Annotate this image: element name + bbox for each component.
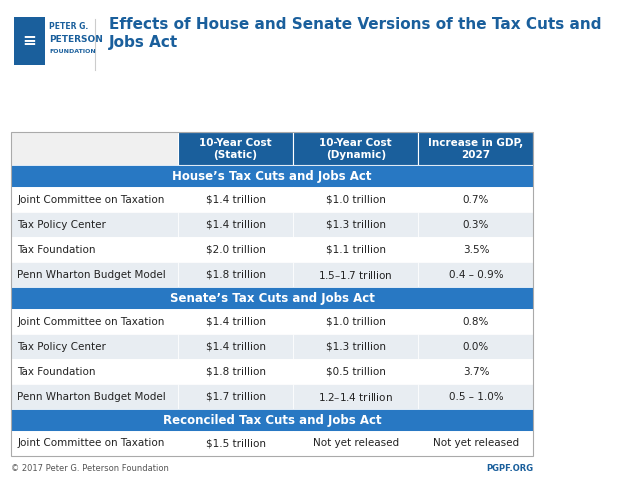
Text: Joint Committee on Taxation: Joint Committee on Taxation: [17, 316, 164, 326]
Text: $1.5 – $1.7 trillion: $1.5 – $1.7 trillion: [319, 269, 393, 281]
FancyBboxPatch shape: [11, 237, 178, 262]
Text: $1.3 trillion: $1.3 trillion: [326, 220, 386, 230]
Text: PETER G.: PETER G.: [49, 22, 88, 31]
Text: $2.0 trillion: $2.0 trillion: [205, 245, 266, 255]
Text: FOUNDATION: FOUNDATION: [49, 49, 96, 54]
Text: PETERSON: PETERSON: [49, 35, 103, 44]
Text: Increase in GDP,
2027: Increase in GDP, 2027: [428, 138, 524, 159]
Text: $1.2 – $1.4 trillion: $1.2 – $1.4 trillion: [318, 391, 393, 403]
FancyBboxPatch shape: [178, 262, 293, 288]
FancyBboxPatch shape: [11, 166, 533, 187]
FancyBboxPatch shape: [11, 132, 178, 166]
FancyBboxPatch shape: [419, 212, 533, 237]
Text: Tax Policy Center: Tax Policy Center: [17, 220, 106, 230]
FancyBboxPatch shape: [293, 237, 419, 262]
Text: 0.8%: 0.8%: [463, 316, 489, 326]
Text: Tax Foundation: Tax Foundation: [17, 245, 96, 255]
FancyBboxPatch shape: [419, 309, 533, 334]
Text: $0.5 trillion: $0.5 trillion: [326, 367, 386, 377]
FancyBboxPatch shape: [178, 237, 293, 262]
FancyBboxPatch shape: [419, 237, 533, 262]
Text: Not yet released: Not yet released: [313, 438, 399, 448]
FancyBboxPatch shape: [293, 384, 419, 409]
Text: 10-Year Cost
(Dynamic): 10-Year Cost (Dynamic): [319, 138, 392, 159]
Text: $1.3 trillion: $1.3 trillion: [326, 342, 386, 352]
Text: $1.1 trillion: $1.1 trillion: [326, 245, 386, 255]
Text: $1.4 trillion: $1.4 trillion: [205, 194, 266, 204]
Text: Tax Policy Center: Tax Policy Center: [17, 342, 106, 352]
FancyBboxPatch shape: [11, 212, 178, 237]
FancyBboxPatch shape: [11, 409, 533, 431]
Text: ≡: ≡: [22, 32, 36, 50]
Text: 0.4 – 0.9%: 0.4 – 0.9%: [449, 270, 503, 280]
Text: Joint Committee on Taxation: Joint Committee on Taxation: [17, 194, 164, 204]
Text: PGPF.ORG: PGPF.ORG: [486, 464, 533, 473]
FancyBboxPatch shape: [11, 309, 178, 334]
FancyBboxPatch shape: [419, 431, 533, 456]
FancyBboxPatch shape: [293, 359, 419, 384]
Text: $1.0 trillion: $1.0 trillion: [326, 194, 386, 204]
FancyBboxPatch shape: [178, 334, 293, 359]
FancyBboxPatch shape: [293, 309, 419, 334]
FancyBboxPatch shape: [178, 187, 293, 212]
FancyBboxPatch shape: [419, 262, 533, 288]
FancyBboxPatch shape: [13, 17, 45, 65]
FancyBboxPatch shape: [419, 334, 533, 359]
FancyBboxPatch shape: [178, 359, 293, 384]
Text: 0.3%: 0.3%: [463, 220, 489, 230]
FancyBboxPatch shape: [178, 384, 293, 409]
Text: 3.5%: 3.5%: [463, 245, 489, 255]
Text: $1.4 trillion: $1.4 trillion: [205, 316, 266, 326]
Text: $1.8 trillion: $1.8 trillion: [205, 367, 266, 377]
Text: $1.8 trillion: $1.8 trillion: [205, 270, 266, 280]
FancyBboxPatch shape: [293, 187, 419, 212]
FancyBboxPatch shape: [419, 359, 533, 384]
FancyBboxPatch shape: [293, 431, 419, 456]
FancyBboxPatch shape: [11, 187, 178, 212]
FancyBboxPatch shape: [419, 132, 533, 166]
FancyBboxPatch shape: [293, 262, 419, 288]
FancyBboxPatch shape: [11, 262, 178, 288]
Text: $1.0 trillion: $1.0 trillion: [326, 316, 386, 326]
FancyBboxPatch shape: [178, 132, 293, 166]
FancyBboxPatch shape: [178, 431, 293, 456]
FancyBboxPatch shape: [11, 431, 178, 456]
FancyBboxPatch shape: [11, 359, 178, 384]
Text: 0.5 – 1.0%: 0.5 – 1.0%: [449, 392, 503, 402]
FancyBboxPatch shape: [11, 288, 533, 309]
Text: Senate’s Tax Cuts and Jobs Act: Senate’s Tax Cuts and Jobs Act: [170, 292, 374, 305]
Text: $1.4 trillion: $1.4 trillion: [205, 220, 266, 230]
Text: 0.7%: 0.7%: [463, 194, 489, 204]
Text: Penn Wharton Budget Model: Penn Wharton Budget Model: [17, 392, 166, 402]
FancyBboxPatch shape: [293, 212, 419, 237]
Text: $1.7 trillion: $1.7 trillion: [205, 392, 266, 402]
Text: Penn Wharton Budget Model: Penn Wharton Budget Model: [17, 270, 166, 280]
Text: $1.4 trillion: $1.4 trillion: [205, 342, 266, 352]
Text: © 2017 Peter G. Peterson Foundation: © 2017 Peter G. Peterson Foundation: [11, 464, 169, 473]
Text: Tax Foundation: Tax Foundation: [17, 367, 96, 377]
FancyBboxPatch shape: [419, 187, 533, 212]
Text: $1.5 trillion: $1.5 trillion: [205, 438, 266, 448]
Text: Reconciled Tax Cuts and Jobs Act: Reconciled Tax Cuts and Jobs Act: [163, 414, 381, 427]
FancyBboxPatch shape: [178, 212, 293, 237]
FancyBboxPatch shape: [419, 384, 533, 409]
FancyBboxPatch shape: [293, 132, 419, 166]
FancyBboxPatch shape: [178, 309, 293, 334]
Text: Effects of House and Senate Versions of the Tax Cuts and
Jobs Act: Effects of House and Senate Versions of …: [109, 17, 602, 50]
FancyBboxPatch shape: [11, 334, 178, 359]
FancyBboxPatch shape: [293, 334, 419, 359]
Text: 0.0%: 0.0%: [463, 342, 489, 352]
Text: 10-Year Cost
(Static): 10-Year Cost (Static): [199, 138, 272, 159]
Text: Not yet released: Not yet released: [433, 438, 519, 448]
Text: 3.7%: 3.7%: [463, 367, 489, 377]
Text: Joint Committee on Taxation: Joint Committee on Taxation: [17, 438, 164, 448]
Text: House’s Tax Cuts and Jobs Act: House’s Tax Cuts and Jobs Act: [172, 170, 372, 183]
FancyBboxPatch shape: [11, 384, 178, 409]
